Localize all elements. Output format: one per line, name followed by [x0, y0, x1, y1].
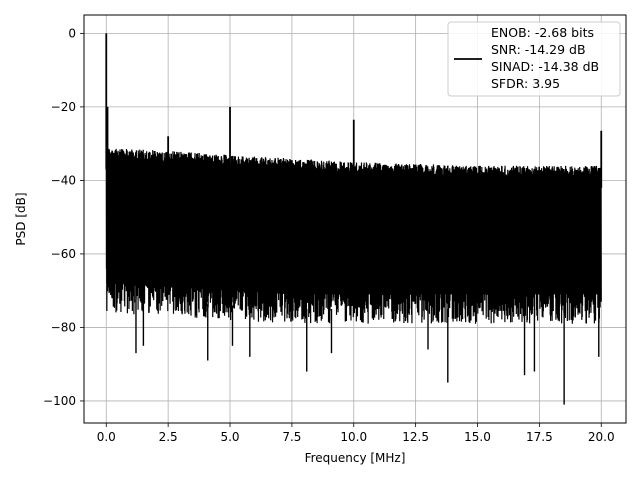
x-tick-label: 2.5 — [159, 430, 178, 444]
x-axis-ticks: 0.0 2.5 5.0 7.5 10.0 12.5 15.0 17.5 20.0 — [97, 423, 615, 444]
x-tick-label: 7.5 — [282, 430, 301, 444]
x-tick-label: 20.0 — [588, 430, 615, 444]
x-tick-label: 15.0 — [464, 430, 491, 444]
legend-line-snr: SNR: -14.29 dB — [491, 42, 586, 57]
legend: ENOB: -2.68 bits SNR: -14.29 dB SINAD: -… — [447, 21, 621, 97]
y-axis-ticks: 0 −20 −40 −60 −80 −100 — [43, 26, 84, 408]
x-tick-label: 12.5 — [402, 430, 429, 444]
y-tick-label: 0 — [68, 26, 76, 40]
y-tick-label: −20 — [51, 100, 76, 114]
y-tick-label: −100 — [43, 394, 76, 408]
y-tick-label: −80 — [51, 320, 76, 334]
legend-box — [447, 21, 621, 97]
legend-line-sinad: SINAD: -14.38 dB — [491, 59, 599, 74]
y-tick-label: −40 — [51, 173, 76, 187]
legend-line-enob: ENOB: -2.68 bits — [491, 25, 594, 40]
plot-frame — [83, 14, 627, 424]
psd-noise-band — [106, 162, 602, 295]
psd-trace — [105, 33, 603, 405]
y-axis-label: PSD [dB] — [14, 192, 28, 245]
x-tick-label: 10.0 — [340, 430, 367, 444]
x-tick-label: 5.0 — [220, 430, 239, 444]
x-tick-label: 0.0 — [97, 430, 116, 444]
legend-line-sfdr: SFDR: 3.95 — [491, 76, 560, 91]
y-tick-label: −60 — [51, 247, 76, 261]
x-tick-label: 17.5 — [526, 430, 553, 444]
x-axis-label: Frequency [MHz] — [305, 451, 406, 465]
